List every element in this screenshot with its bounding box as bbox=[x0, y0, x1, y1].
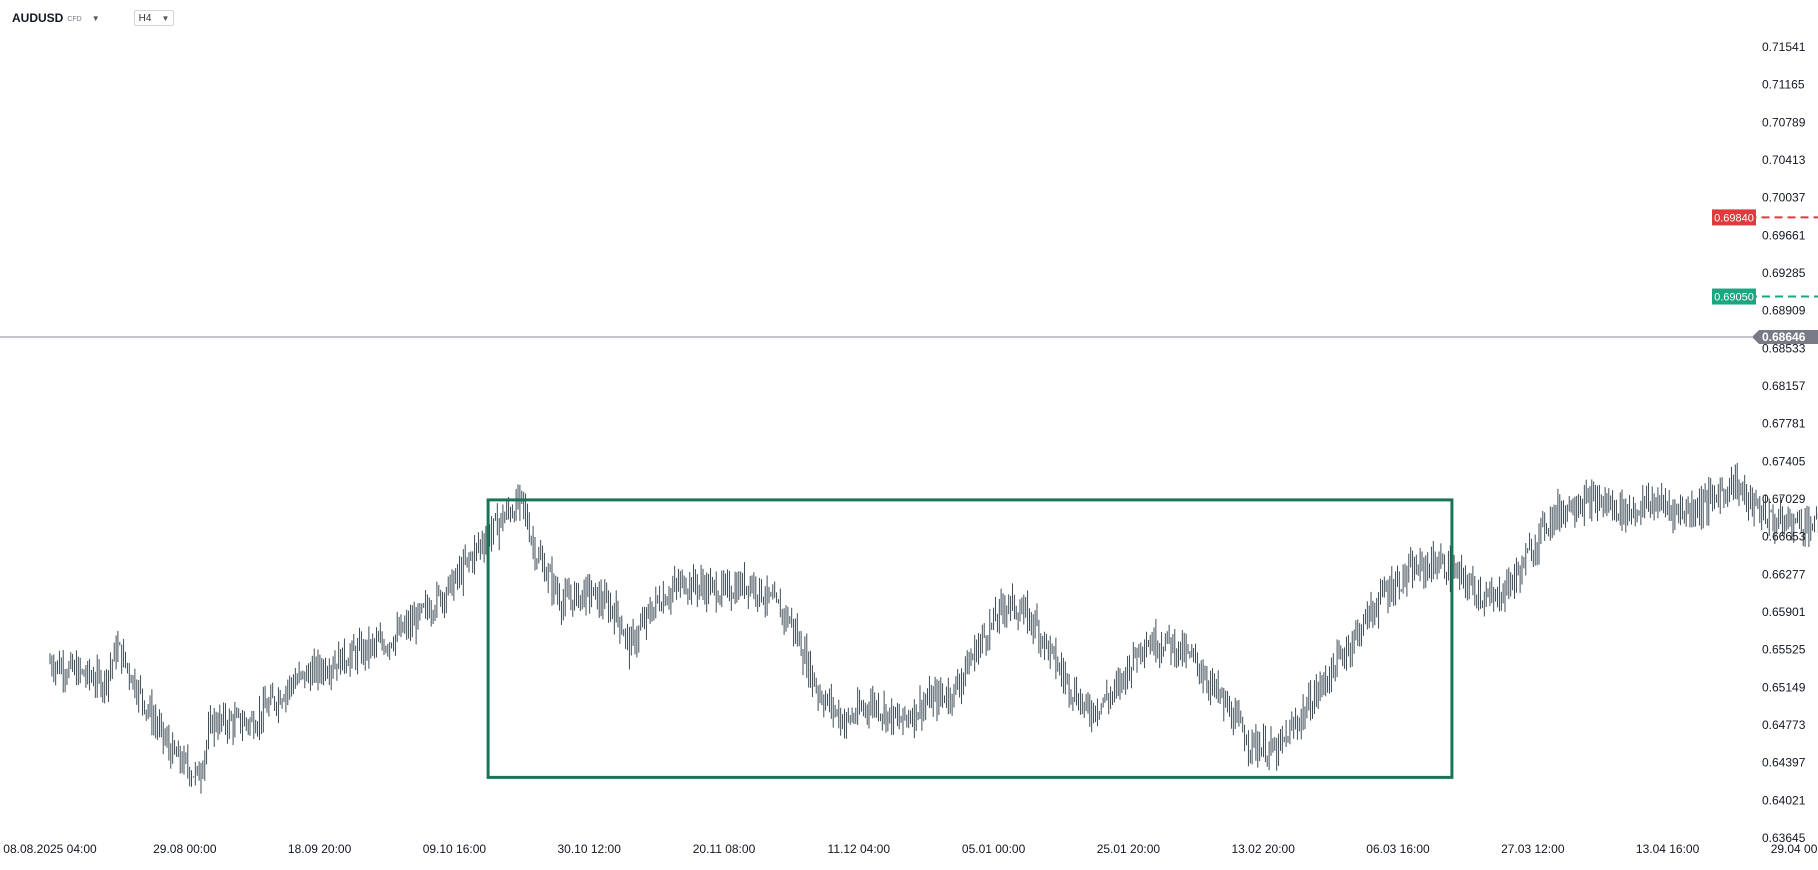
y-tick-label: 0.70789 bbox=[1762, 115, 1806, 129]
x-tick-label: 13.02 20:00 bbox=[1231, 842, 1295, 856]
y-tick-label: 0.66277 bbox=[1762, 567, 1806, 581]
x-tick-label: 05.01 00:00 bbox=[962, 842, 1026, 856]
level-label: 0.69050 bbox=[1714, 292, 1754, 304]
x-tick-label: 13.04 16:00 bbox=[1636, 842, 1700, 856]
y-tick-label: 0.63645 bbox=[1762, 831, 1806, 845]
x-tick-label: 06.03 16:00 bbox=[1366, 842, 1430, 856]
interval-selector[interactable]: H4 ▼ bbox=[133, 10, 175, 26]
level-badge bbox=[1712, 209, 1756, 226]
x-tick-label: 09.10 16:00 bbox=[423, 842, 487, 856]
y-tick-label: 0.68533 bbox=[1762, 341, 1806, 355]
level-badge bbox=[1712, 288, 1756, 305]
y-tick-label: 0.71541 bbox=[1762, 40, 1806, 54]
symbol-name: AUDUSD bbox=[12, 11, 64, 25]
y-tick-label: 0.65901 bbox=[1762, 605, 1806, 619]
y-tick-label: 0.68157 bbox=[1762, 379, 1806, 393]
x-tick-label: 29.04 00:00 bbox=[1771, 842, 1818, 856]
y-tick-label: 0.64397 bbox=[1762, 756, 1806, 770]
interval-label: H4 bbox=[138, 12, 152, 24]
x-tick-label: 18.09 20:00 bbox=[288, 842, 352, 856]
y-tick-label: 0.71165 bbox=[1762, 78, 1805, 92]
current-price-label: 0.68646 bbox=[1762, 330, 1806, 344]
x-tick-label: 29.08 00:00 bbox=[153, 842, 217, 856]
y-tick-label: 0.69661 bbox=[1762, 228, 1806, 242]
y-tick-label: 0.64773 bbox=[1762, 718, 1806, 732]
y-tick-label: 0.68909 bbox=[1762, 304, 1806, 318]
y-tick-label: 0.64021 bbox=[1762, 793, 1806, 807]
y-tick-label: 0.69285 bbox=[1762, 266, 1806, 280]
x-tick-label: 11.12 04:00 bbox=[828, 842, 891, 856]
chevron-down-icon: ▼ bbox=[91, 13, 100, 23]
symbol-selector[interactable]: AUDUSD CFD ▼ bbox=[12, 11, 100, 25]
y-tick-label: 0.65525 bbox=[1762, 643, 1806, 657]
current-price-badge bbox=[1752, 330, 1818, 345]
y-tick-label: 0.70037 bbox=[1762, 191, 1806, 205]
chart-toolbar: AUDUSD CFD ▼ H4 ▼ bbox=[12, 8, 175, 28]
y-tick-label: 0.67405 bbox=[1762, 454, 1806, 468]
candles bbox=[49, 463, 1818, 794]
green-range-box bbox=[486, 498, 1454, 779]
y-tick-label: 0.67029 bbox=[1762, 492, 1806, 506]
x-tick-label: 20.11 08:00 bbox=[693, 842, 756, 856]
x-tick-label: 25.01 20:00 bbox=[1097, 842, 1161, 856]
chevron-down-icon: ▼ bbox=[161, 13, 170, 23]
y-tick-label: 0.65149 bbox=[1762, 680, 1806, 694]
y-tick-label: 0.70413 bbox=[1762, 153, 1806, 167]
x-tick-label: 08.08.2025 04:00 bbox=[3, 842, 97, 856]
x-tick-label: 27.03 12:00 bbox=[1501, 842, 1565, 856]
y-tick-label: 0.66653 bbox=[1762, 530, 1806, 544]
symbol-type: CFD bbox=[67, 15, 82, 23]
y-tick-label: 0.67781 bbox=[1762, 417, 1806, 431]
level-label: 0.69840 bbox=[1714, 212, 1754, 224]
x-tick-label: 30.10 12:00 bbox=[557, 842, 621, 856]
